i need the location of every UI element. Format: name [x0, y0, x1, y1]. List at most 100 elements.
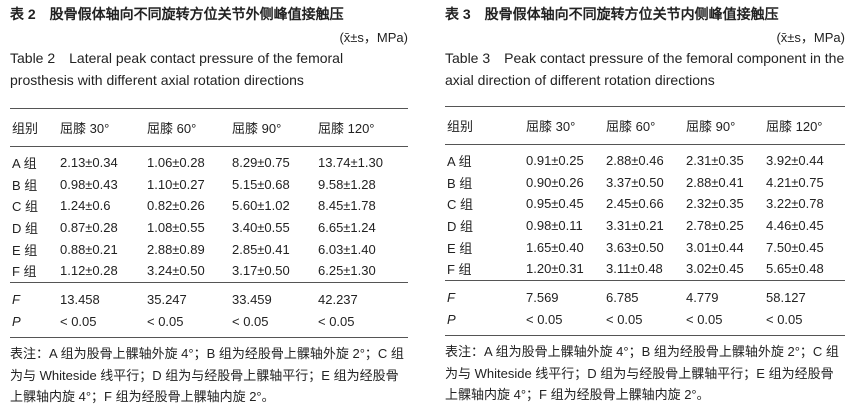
cell: 2.88±0.41	[686, 174, 744, 190]
cell: 3.22±0.78	[766, 196, 824, 212]
cell: B 组	[12, 177, 38, 193]
cell: 6.25±1.30	[318, 263, 376, 279]
cell: D 组	[447, 219, 474, 235]
cell: 1.20±0.31	[526, 261, 584, 277]
stat-cell: 58.127	[764, 279, 845, 309]
cell: 2.78±0.25	[686, 218, 744, 234]
data-row: A 组 2.13±0.34 1.06±0.28 8.29±0.75 13.74±1.30	[10, 147, 408, 174]
cell: 1.24±0.6	[60, 198, 111, 214]
header-cell: 组别	[445, 106, 524, 145]
cell: 3.37±0.50	[606, 174, 664, 190]
title-cn: 表 2 股骨假体轴向不同旋转方位关节外侧峰值接触压	[10, 6, 344, 22]
stat-cell: 4.779	[684, 279, 764, 309]
cell: 8.29±0.75	[232, 155, 290, 171]
cell: 3.02±0.45	[686, 261, 744, 277]
cell: 1.65±0.40	[526, 239, 584, 255]
header-cell: 屈膝 120°	[764, 106, 845, 145]
stat-cell: < 0.05	[524, 308, 604, 336]
header-cell: 组别	[10, 108, 58, 147]
cell: 6.65±1.24	[318, 220, 376, 236]
table-body: 组别 屈膝 30° 屈膝 60° 屈膝 90° 屈膝 120° A 组 2.13±0.34 1…	[10, 108, 408, 338]
stat-cell: 33.459	[230, 281, 316, 311]
stat-cell: < 0.05	[604, 308, 684, 336]
stat-cell: < 0.05	[764, 308, 845, 336]
header-row: 组别 屈膝 30° 屈膝 60° 屈膝 90° 屈膝 120°	[445, 106, 845, 145]
stat-cell: F	[445, 279, 524, 309]
cell: 3.63±0.50	[606, 239, 664, 255]
stat-cell: 42.237	[316, 281, 408, 311]
cell: 1.06±0.28	[147, 155, 205, 171]
header-cell: 屈膝 120°	[316, 108, 408, 147]
data-row: B 组 0.98±0.43 1.10±0.27 5.15±0.68 9.58±1.28	[10, 174, 408, 196]
stat-cell: < 0.05	[230, 310, 316, 338]
cell: B 组	[447, 175, 473, 191]
cell: 6.03±1.40	[318, 241, 376, 257]
unit: (x̄±s，MPa)	[776, 30, 845, 45]
cell: F 组	[447, 262, 472, 278]
cell: 0.82±0.26	[147, 198, 205, 214]
stat-cell: < 0.05	[145, 310, 230, 338]
data-row: F 组 1.20±0.31 3.11±0.48 3.02±0.45 5.65±0.48	[445, 258, 845, 280]
stat-value: 33.459	[232, 292, 272, 308]
table-note: 表注：A 组为股骨上髁轴外旋 4°；B 组为经股骨上髁轴外旋 2°；C 组为与 …	[445, 344, 839, 402]
title-en: Table 3 Peak contact pressure of the fem…	[445, 50, 845, 88]
stat-value: < 0.05	[606, 312, 643, 328]
stat-cell: F	[10, 281, 58, 311]
stat-value: 6.785	[606, 290, 639, 306]
cell: 2.31±0.35	[686, 153, 744, 169]
cell: 0.91±0.25	[526, 153, 584, 169]
data-row: C 组 1.24±0.6 0.82±0.26 5.60±1.02 8.45±1.78	[10, 195, 408, 217]
cell: 2.88±0.89	[147, 241, 205, 257]
cell: 0.95±0.45	[526, 196, 584, 212]
header-cell: 屈膝 90°	[684, 106, 764, 145]
data-row: B 组 0.90±0.26 3.37±0.50 2.88±0.41 4.21±0.75	[445, 172, 845, 194]
stat-value: < 0.05	[686, 312, 723, 328]
cell: 5.15±0.68	[232, 176, 290, 192]
stat-value: 58.127	[766, 290, 806, 306]
header-cell: 屈膝 60°	[145, 108, 230, 147]
data-table: 组别 屈膝 30° 屈膝 60° 屈膝 90° 屈膝 120° A 组 0.91±0.25 2…	[445, 106, 845, 336]
header-cell: 屈膝 60°	[604, 106, 684, 145]
cell: 2.13±0.34	[60, 155, 118, 171]
data-row: A 组 0.91±0.25 2.88±0.46 2.31±0.35 3.92±0.44	[445, 145, 845, 172]
data-row: E 组 1.65±0.40 3.63±0.50 3.01±0.44 7.50±0.45	[445, 236, 845, 258]
stat-value: 4.779	[686, 290, 719, 306]
data-table: 组别 屈膝 30° 屈膝 60° 屈膝 90° 屈膝 120° A 组 2.13±0.34 1…	[10, 108, 408, 338]
title-cn: 表 3 股骨假体轴向不同旋转方位关节内侧峰值接触压	[445, 6, 779, 22]
cell: 3.92±0.44	[766, 153, 824, 169]
data-row: F 组 1.12±0.28 3.24±0.50 3.17±0.50 6.25±1.30	[10, 260, 408, 282]
data-row: E 组 0.88±0.21 2.88±0.89 2.85±0.41 6.03±1.40	[10, 238, 408, 260]
table-note: 表注：A 组为股骨上髁轴外旋 4°；B 组为经股骨上髁轴外旋 2°；C 组为与 …	[10, 346, 404, 404]
stat-value: < 0.05	[766, 312, 803, 328]
stat-cell: < 0.05	[58, 310, 145, 338]
stat-label: P	[447, 312, 456, 328]
cell: E 组	[12, 242, 38, 258]
stat-cell: < 0.05	[316, 310, 408, 338]
unit: (x̄±s，MPa)	[339, 30, 408, 45]
cell: 3.17±0.50	[232, 263, 290, 279]
cell: 3.31±0.21	[606, 218, 664, 234]
cell: A 组	[447, 154, 472, 170]
stat-cell: 7.569	[524, 279, 604, 309]
cell: 2.32±0.35	[686, 196, 744, 212]
stat-value: < 0.05	[147, 314, 184, 330]
stat-value: < 0.05	[60, 314, 97, 330]
cell: 3.24±0.50	[147, 263, 205, 279]
stat-value: < 0.05	[232, 314, 269, 330]
cell: 0.98±0.11	[526, 218, 583, 234]
cell: 0.88±0.21	[60, 241, 118, 257]
header-cell: 屈膝 30°	[524, 106, 604, 145]
cell: 2.88±0.46	[606, 153, 664, 169]
header-row: 组别 屈膝 30° 屈膝 60° 屈膝 90° 屈膝 120°	[10, 108, 408, 147]
table-body: 组别 屈膝 30° 屈膝 60° 屈膝 90° 屈膝 120° A 组 0.91±0.25 2…	[445, 106, 845, 336]
cell: 5.65±0.48	[766, 261, 824, 277]
cell: 3.01±0.44	[686, 239, 744, 255]
cell: 5.60±1.02	[232, 198, 290, 214]
stat-cell: P	[445, 308, 524, 336]
cell: 8.45±1.78	[318, 198, 376, 214]
cell: 4.46±0.45	[766, 218, 824, 234]
stat-cell: < 0.05	[684, 308, 764, 336]
cell: 3.11±0.48	[606, 261, 663, 277]
stat-row: F 7.569 6.785 4.779 58.127	[445, 279, 845, 309]
